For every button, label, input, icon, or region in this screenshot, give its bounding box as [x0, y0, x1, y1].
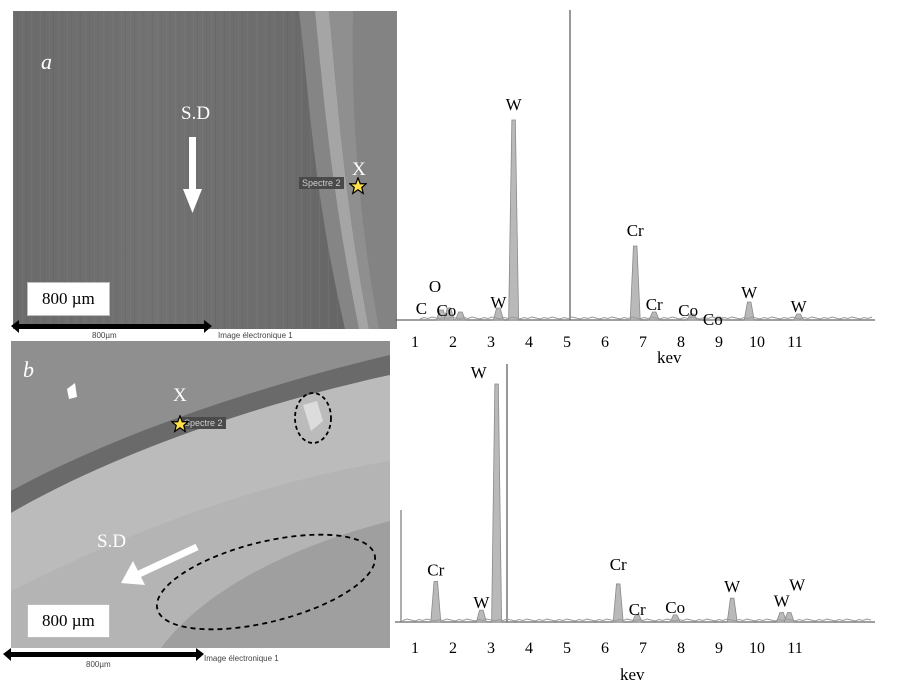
scan-direction-arrow-b — [117, 541, 201, 587]
tick-label: 2 — [449, 640, 457, 657]
scale-bar-a — [18, 324, 205, 329]
spectrum-peak — [613, 584, 623, 622]
tick-label: 9 — [715, 334, 723, 351]
tick-label-group-b: 1 2 3 4 5 6 7 8 9 10 11 — [411, 640, 803, 657]
tick-label: 8 — [677, 640, 685, 657]
tick-label-group-a: 1 2 3 4 5 6 7 8 9 10 11 — [411, 334, 803, 351]
tick-label: 5 — [563, 640, 571, 657]
sem-texture-b — [11, 341, 390, 648]
tick-label: 2 — [449, 334, 457, 351]
x-axis-label-b: kev — [620, 665, 645, 684]
tick-label: 5 — [563, 334, 571, 351]
tick-label: 1 — [411, 640, 419, 657]
tick-label: 9 — [715, 640, 723, 657]
scan-direction-arrow-a — [183, 137, 203, 213]
tick-label: 7 — [639, 334, 647, 351]
peak-label: W — [506, 95, 523, 114]
tick-label: 11 — [787, 640, 802, 657]
peak-label-group-a: CO Co W W Cr Cr Co Co W W — [416, 95, 808, 329]
peak-label: C — [416, 299, 427, 318]
peak-label: W — [791, 297, 808, 316]
spectrum-marker-label-b: X — [173, 385, 187, 407]
tick-label: 11 — [787, 334, 802, 351]
tick-label: 7 — [639, 640, 647, 657]
spectrum-peak — [630, 246, 640, 320]
tick-label: 10 — [749, 640, 765, 657]
tick-label: 4 — [525, 640, 533, 657]
peak-label: O — [429, 277, 441, 296]
image-caption-right-b: Image électronique 1 — [204, 654, 279, 663]
peak-label: Cr — [646, 295, 663, 314]
scale-bar-b — [10, 652, 197, 657]
peak-label: W — [490, 293, 507, 312]
sem-image-b: b X Spectre 2 S.D 800 µm — [11, 341, 390, 648]
peak-label: Co — [665, 598, 685, 617]
peak-label: W — [471, 363, 488, 382]
tick-label: 1 — [411, 334, 419, 351]
peak-label: Co — [703, 310, 723, 329]
star-marker-icon-b — [171, 415, 189, 433]
peak-label: W — [473, 593, 490, 612]
scale-box-a: 800 µm — [27, 282, 110, 316]
peak-label: W — [774, 591, 791, 610]
tick-label: 3 — [487, 640, 495, 657]
peak-label: W — [724, 577, 741, 596]
spectrum-tag-a: Spectre 2 — [299, 177, 344, 189]
peak-label: W — [741, 283, 758, 302]
peak-label: Cr — [629, 600, 646, 619]
panel-letter-a: a — [41, 49, 52, 75]
tick-label: 10 — [749, 334, 765, 351]
image-caption-left-b: 800µm — [86, 660, 111, 669]
image-caption-right-a: Image électronique 1 — [218, 331, 293, 340]
peak-label: Cr — [427, 561, 444, 580]
sem-image-a: a S.D X Spectre 2 800 µm — [13, 11, 397, 329]
peak-label: Co — [436, 301, 456, 320]
panel-letter-b: b — [23, 357, 34, 383]
spectrum-peak — [492, 384, 502, 622]
tick-label: 3 — [487, 334, 495, 351]
peak-group-a — [420, 120, 872, 320]
tick-label: 6 — [601, 640, 609, 657]
peak-label: Cr — [627, 221, 644, 240]
spectrum-peak — [727, 598, 737, 622]
peak-label: Co — [678, 301, 698, 320]
star-marker-icon-a — [349, 177, 367, 195]
spectrum-peak — [509, 120, 519, 320]
tick-label: 6 — [601, 334, 609, 351]
image-caption-left-a: 800µm — [92, 331, 117, 340]
scan-direction-label-a: S.D — [181, 103, 210, 125]
tick-label: 4 — [525, 334, 533, 351]
peak-label: W — [789, 575, 806, 594]
scale-box-b: 800 µm — [27, 604, 110, 638]
spectrum-peak — [431, 582, 441, 622]
peak-label: Cr — [610, 555, 627, 574]
